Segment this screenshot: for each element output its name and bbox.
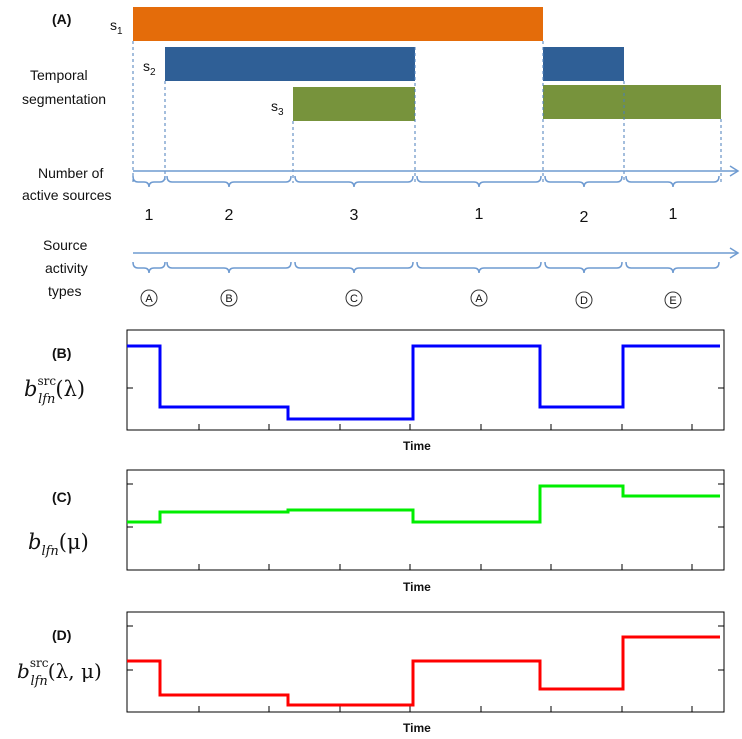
panel-a-label: (A) [52, 11, 71, 27]
type-marker-5: D [575, 291, 593, 309]
active-counts: 1 2 3 1 2 1 [145, 206, 678, 226]
count-segment-2: 2 [225, 207, 234, 224]
panel-c-ylabel: blfn(μ) [28, 530, 89, 559]
panel-b-label: (B) [52, 345, 71, 361]
panel-b-xlabel: Time [403, 439, 431, 453]
temporal-label-line1: Temporal [30, 67, 88, 83]
panel-c-ticks [127, 483, 724, 570]
type-marker-6: E [664, 291, 682, 309]
svg-text:E: E [669, 295, 676, 307]
panel-b-ticks [127, 387, 724, 430]
bar-s1 [133, 7, 543, 41]
panel-d: (D) bsrc lfn(λ, μ) Time [17, 611, 725, 735]
source-label-s1: s1 [110, 17, 123, 37]
bar-s2-first [165, 47, 415, 81]
svg-text:B: B [225, 293, 232, 305]
panel-c-axes [126, 469, 725, 571]
panel-b-ylabel: bsrc lfn(λ) [24, 374, 85, 407]
active-sources-axis [132, 165, 740, 188]
activity-label-line3: types [48, 283, 81, 299]
panel-a: (A) s1 s2 s3 Temporal segmentation Numbe… [22, 7, 740, 309]
svg-text:A: A [475, 293, 483, 305]
active-label-line1: Number of [38, 165, 103, 181]
active-label-line2: active sources [22, 187, 111, 203]
panel-c-xlabel: Time [403, 580, 431, 594]
panel-b-axes [126, 329, 725, 431]
panel-d-label: (D) [52, 627, 71, 643]
count-segment-1: 1 [145, 207, 154, 224]
panel-d-xlabel: Time [403, 721, 431, 735]
panel-c-signal [127, 484, 720, 524]
panel-d-ylabel: bsrc lfn(λ, μ) [17, 656, 102, 689]
type-marker-4: A [470, 289, 488, 307]
source-label-s3: s3 [271, 98, 284, 118]
count-segment-6: 1 [669, 206, 678, 223]
temporal-label-line2: segmentation [22, 91, 106, 107]
activity-label-line1: Source [43, 237, 88, 253]
count-segment-4: 1 [475, 206, 484, 223]
count-segment-3: 3 [350, 207, 359, 224]
panel-c: (C) blfn(μ) Time [28, 469, 725, 594]
panel-c-label: (C) [52, 489, 71, 505]
bar-s3-second [543, 85, 721, 119]
panel-d-signal [127, 635, 720, 707]
activity-type-markers: A B C A D E [140, 289, 682, 309]
type-marker-2: B [220, 289, 238, 307]
bar-s2-second [543, 47, 624, 81]
panel-d-ticks [127, 625, 724, 712]
activity-label-line2: activity [45, 260, 88, 276]
svg-text:C: C [350, 293, 358, 305]
panel-b-signal [127, 344, 720, 421]
type-marker-3: C [345, 289, 363, 307]
svg-text:D: D [580, 295, 588, 307]
source-label-s2: s2 [143, 58, 156, 78]
type-marker-1: A [140, 289, 158, 307]
svg-text:A: A [145, 293, 153, 305]
activity-types-axis [132, 247, 740, 274]
count-segment-5: 2 [580, 209, 589, 226]
bar-s3-first [293, 87, 415, 121]
segment-guides [132, 41, 722, 183]
panel-b: (B) bsrc lfn(λ) Time [24, 329, 725, 453]
